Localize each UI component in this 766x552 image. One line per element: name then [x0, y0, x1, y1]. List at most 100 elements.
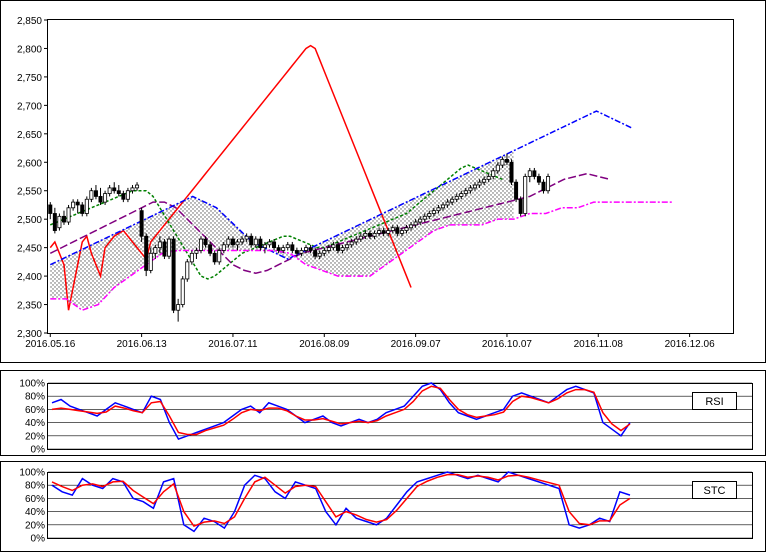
candle	[180, 276, 185, 308]
candle-body	[326, 247, 331, 251]
candle	[130, 185, 135, 194]
candle-body	[354, 238, 359, 243]
candle	[98, 187, 103, 205]
candle-body	[267, 241, 272, 246]
candle	[125, 187, 130, 203]
candle-body	[144, 235, 149, 271]
y-tick-label: 2,700	[17, 101, 42, 112]
candle-body	[80, 204, 85, 214]
candle	[354, 236, 359, 245]
candle	[148, 247, 153, 274]
candle	[240, 236, 245, 245]
rsi-lines	[51, 382, 631, 441]
candle	[71, 199, 76, 211]
candle	[454, 193, 459, 203]
candle	[349, 239, 354, 248]
candle-body	[546, 176, 551, 192]
candle	[404, 224, 409, 234]
candle-body	[317, 252, 322, 257]
line-base	[49, 172, 610, 275]
candle-body	[189, 252, 194, 263]
candle	[381, 227, 386, 237]
candle-body	[281, 247, 286, 251]
y-tick-label: 2,300	[17, 329, 42, 340]
candle	[176, 298, 181, 322]
candle	[157, 236, 162, 254]
y-tick-label: 0%	[31, 534, 46, 545]
candle	[431, 207, 436, 217]
candle	[518, 196, 523, 217]
candle	[486, 173, 491, 183]
candle	[331, 241, 336, 251]
candle-body	[244, 235, 249, 240]
y-tick-label: 60%	[25, 494, 45, 505]
candle	[162, 239, 167, 260]
candle-body	[523, 176, 528, 214]
x-tick-label: 2016.12.06	[665, 339, 715, 350]
candle-body	[431, 210, 436, 214]
y-tick-label: 2,600	[17, 158, 42, 169]
candle-body	[304, 247, 309, 251]
candle	[249, 233, 254, 248]
candle	[409, 222, 414, 231]
candle	[514, 179, 519, 203]
candle	[495, 162, 500, 174]
candle-body	[290, 244, 295, 251]
candle-body	[413, 221, 418, 226]
candle-body	[436, 207, 441, 212]
candle-body	[313, 250, 318, 257]
candle	[208, 241, 213, 257]
candle-body	[240, 238, 245, 243]
candle-body	[75, 201, 80, 206]
candle	[472, 182, 477, 191]
candle-body	[381, 230, 386, 234]
candle	[450, 196, 455, 205]
candle	[112, 182, 117, 194]
candle-body	[532, 170, 537, 177]
candle	[482, 176, 487, 186]
candle	[523, 173, 528, 217]
oscillator-line	[51, 473, 631, 528]
candle-body	[180, 278, 185, 305]
candle-body	[486, 176, 491, 180]
candle	[317, 250, 322, 260]
candle-body	[198, 238, 203, 251]
candle-body	[491, 170, 496, 177]
x-tick-label: 2016.11.08	[574, 339, 624, 350]
y-tick-label: 20%	[25, 431, 45, 442]
candle-body	[194, 250, 199, 254]
y-tick-label: 60%	[25, 405, 45, 416]
candle	[363, 230, 368, 240]
candle-body	[262, 244, 267, 249]
candle-body	[135, 184, 140, 189]
candle-body	[57, 215, 62, 229]
candle	[390, 224, 395, 234]
candle	[276, 244, 281, 254]
stc-grid	[48, 471, 752, 539]
candle	[418, 216, 423, 225]
candle-body	[294, 250, 299, 254]
rsi-legend-label: RSI	[705, 396, 723, 408]
candle	[459, 190, 464, 200]
candle	[281, 244, 286, 254]
candle-body	[463, 190, 468, 194]
candle-body	[176, 304, 181, 311]
candle	[546, 173, 551, 194]
candle	[235, 239, 240, 251]
candle	[185, 259, 190, 282]
candle	[326, 244, 331, 254]
candle-body	[527, 170, 532, 177]
candle	[285, 241, 290, 251]
candle-body	[48, 204, 53, 214]
candle-body	[450, 198, 455, 203]
candle-body	[167, 238, 172, 257]
candle	[436, 204, 441, 214]
candle	[422, 213, 427, 223]
candle-body	[217, 250, 222, 263]
oscillator-line	[51, 382, 631, 441]
candle-body	[276, 247, 281, 251]
rsi-grid	[48, 382, 752, 450]
candle	[372, 230, 377, 240]
candle	[226, 236, 231, 248]
candle-body	[495, 164, 500, 172]
